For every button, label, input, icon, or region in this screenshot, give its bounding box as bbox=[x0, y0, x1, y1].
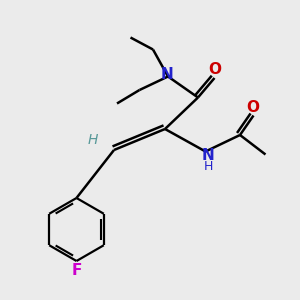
Text: F: F bbox=[71, 263, 82, 278]
Text: N: N bbox=[161, 67, 174, 82]
Text: N: N bbox=[202, 148, 215, 164]
Text: O: O bbox=[246, 100, 260, 115]
Text: H: H bbox=[88, 133, 98, 146]
Text: O: O bbox=[208, 62, 222, 77]
Text: H: H bbox=[204, 160, 213, 173]
